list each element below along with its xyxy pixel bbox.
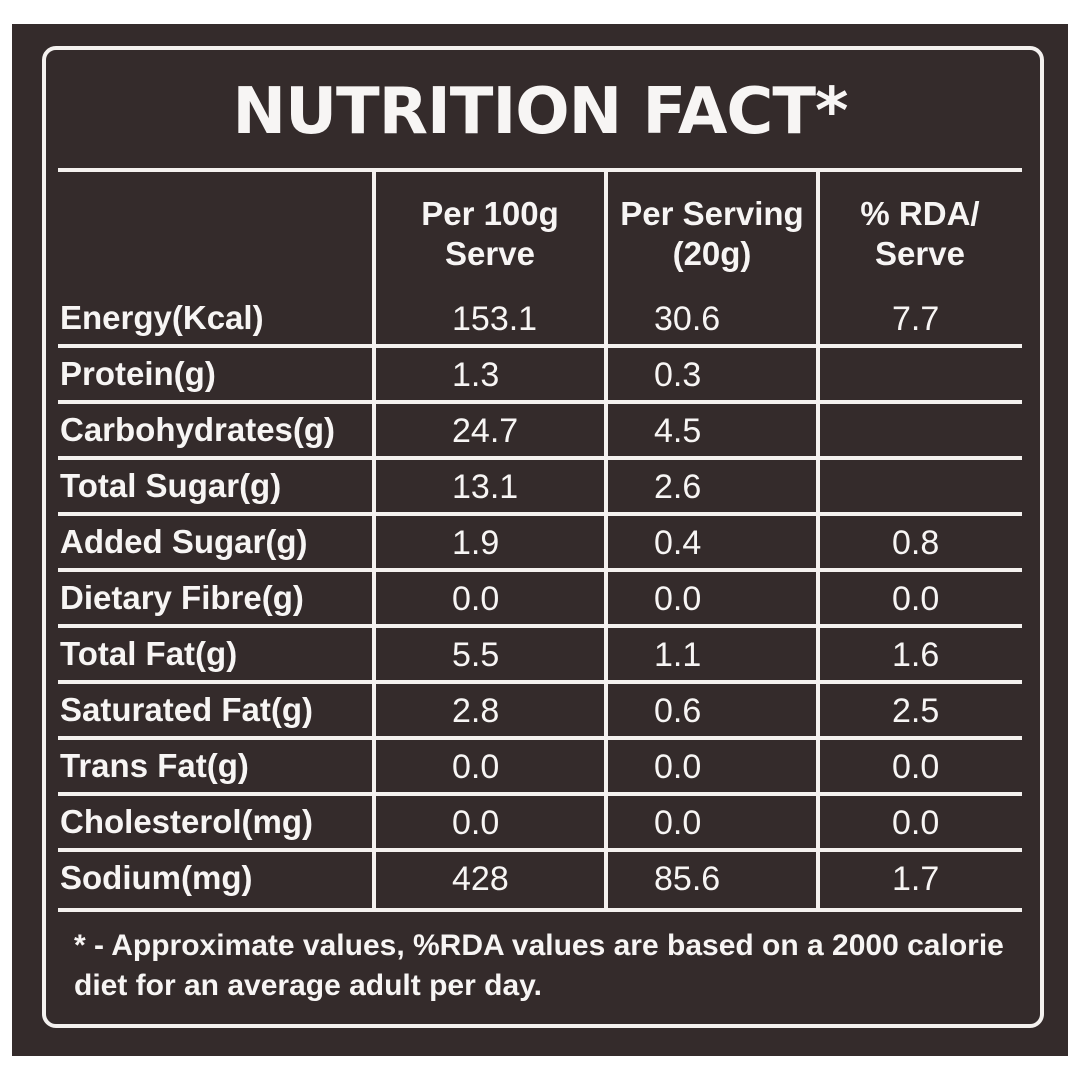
value-rda: 7.7 xyxy=(892,300,940,338)
value-per-serving: 4.5 xyxy=(654,412,702,450)
value-per-serving: 0.0 xyxy=(654,748,702,786)
rule-row-6 xyxy=(58,624,1022,628)
column-header-rda: % RDA/ Serve xyxy=(820,194,1020,274)
value-per-100g: 0.0 xyxy=(452,804,500,842)
value-rda: 1.7 xyxy=(892,860,940,898)
value-per-100g: 13.1 xyxy=(452,468,519,506)
value-per-100g: 24.7 xyxy=(452,412,519,450)
value-per-serving: 0.4 xyxy=(654,524,702,562)
footnote-line: diet for an average adult per day. xyxy=(74,969,542,1002)
rule-row-8 xyxy=(58,736,1022,740)
label-title: NUTRITION FACT* xyxy=(232,75,849,149)
footnote-line: * - Approximate values, %RDA values are … xyxy=(74,929,1004,962)
rule-row-5 xyxy=(58,568,1022,572)
value-per-serving: 30.6 xyxy=(654,300,721,338)
nutrient-name: Protein(g) xyxy=(60,355,216,392)
header-line: (20g) xyxy=(672,235,752,272)
nutrient-name: Saturated Fat(g) xyxy=(60,691,314,728)
rule-row-10 xyxy=(58,848,1022,852)
value-per-serving: 0.0 xyxy=(654,580,702,618)
header-line: % RDA/ xyxy=(860,195,980,232)
value-per-100g: 0.0 xyxy=(452,580,500,618)
rule-row-9 xyxy=(58,792,1022,796)
rule-above-footnote xyxy=(58,908,1022,912)
rule-row-4 xyxy=(58,512,1022,516)
nutrition-label: NUTRITION FACT* Per 100g Serve Per Servi… xyxy=(12,24,1068,1056)
value-rda: 0.0 xyxy=(892,748,940,786)
nutrient-name: Added Sugar(g) xyxy=(60,523,308,560)
nutrient-name: Trans Fat(g) xyxy=(60,747,249,784)
value-per-100g: 5.5 xyxy=(452,636,500,674)
nutrient-name: Carbohydrates(g) xyxy=(60,411,336,448)
header-line: Serve xyxy=(445,235,535,272)
value-per-serving: 0.3 xyxy=(654,356,702,394)
nutrient-name: Total Sugar(g) xyxy=(60,467,282,504)
value-rda: 0.0 xyxy=(892,804,940,842)
value-per-100g: 428 xyxy=(452,860,509,898)
footnote: * - Approximate values, %RDA values are … xyxy=(74,926,1014,1006)
value-rda: 0.8 xyxy=(892,524,940,562)
nutrient-name: Sodium(mg) xyxy=(60,859,253,896)
rule-row-7 xyxy=(58,680,1022,684)
rule-row-3 xyxy=(58,456,1022,460)
header-line: Per 100g xyxy=(421,195,559,232)
value-rda: 2.5 xyxy=(892,692,940,730)
value-per-serving: 1.1 xyxy=(654,636,702,674)
column-header-per-serving: Per Serving (20g) xyxy=(608,194,816,274)
value-per-serving: 0.0 xyxy=(654,804,702,842)
nutrient-name: Total Fat(g) xyxy=(60,635,238,672)
column-divider-2 xyxy=(604,170,608,910)
value-per-100g: 0.0 xyxy=(452,748,500,786)
value-per-100g: 1.9 xyxy=(452,524,500,562)
value-per-100g: 2.8 xyxy=(452,692,500,730)
header-line: Per Serving xyxy=(620,195,804,232)
rule-under-title xyxy=(58,168,1022,172)
value-per-serving: 0.6 xyxy=(654,692,702,730)
rule-row-2 xyxy=(58,400,1022,404)
column-divider-3 xyxy=(816,170,820,910)
value-per-serving: 2.6 xyxy=(654,468,702,506)
nutrient-name: Cholesterol(mg) xyxy=(60,803,314,840)
label-frame xyxy=(42,46,1044,1028)
header-line: Serve xyxy=(875,235,965,272)
rule-row-1 xyxy=(58,344,1022,348)
value-per-100g: 1.3 xyxy=(452,356,500,394)
column-header-per-100g: Per 100g Serve xyxy=(376,194,604,274)
value-rda: 1.6 xyxy=(892,636,940,674)
nutrient-name: Energy(Kcal) xyxy=(60,299,264,336)
value-rda: 0.0 xyxy=(892,580,940,618)
value-per-serving: 85.6 xyxy=(654,860,721,898)
value-per-100g: 153.1 xyxy=(452,300,538,338)
nutrient-name: Dietary Fibre(g) xyxy=(60,579,304,616)
column-divider-1 xyxy=(372,170,376,910)
